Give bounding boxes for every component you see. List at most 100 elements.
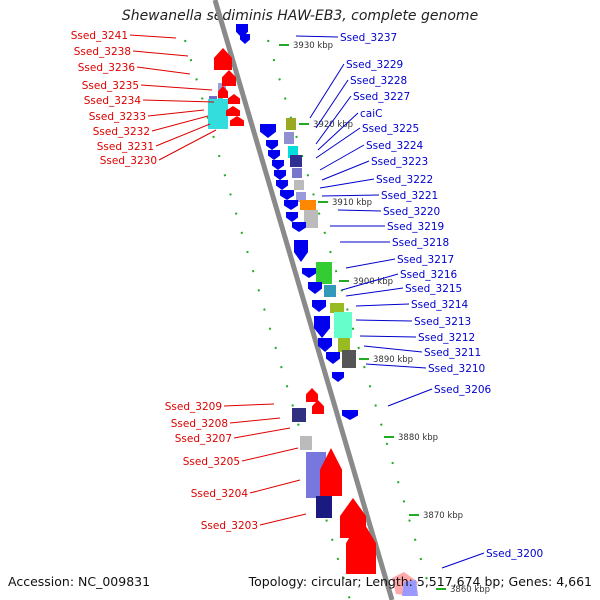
left-gene-label: Ssed_3204 (191, 488, 249, 500)
right-leader-line (317, 112, 359, 151)
blue-gene-arrow-2 (260, 124, 276, 138)
blue-gene-arrow-6 (274, 170, 286, 180)
right-gene-label: Ssed_3221 (381, 190, 438, 202)
red-gene-arrow-7 (312, 400, 324, 414)
scale-label: 3930 kbp (293, 41, 333, 51)
blue-gene-arrow-20 (342, 410, 358, 420)
blue-gene-arrow-4 (268, 150, 280, 160)
left-leader-line (142, 99, 215, 103)
left-gene-labels: Ssed_3241 Ssed_3238 Ssed_3236 Ssed_3235 Ssed… (71, 30, 307, 532)
left-gene-label: Ssed_3208 (171, 418, 228, 430)
scale-label: 3920 kbp (313, 120, 353, 130)
gene-block-15 (330, 303, 344, 313)
right-leader-line (315, 127, 361, 159)
left-gene-label: Ssed_3238 (74, 46, 131, 58)
right-leader-line (345, 258, 396, 269)
left-gene-label: Ssed_3209 (165, 401, 222, 413)
gene-block-5 (284, 132, 294, 144)
right-leader-line (355, 319, 413, 322)
right-gene-label: Ssed_3210 (428, 363, 485, 375)
right-gene-label: Ssed_3222 (376, 174, 433, 186)
gene-block-13 (316, 262, 332, 284)
red-gene-arrow-4 (226, 106, 240, 116)
gene-block-22 (316, 496, 332, 518)
blue-gene-arrow-19 (332, 372, 344, 382)
gene-block-4 (286, 118, 296, 130)
right-leader-line (355, 303, 410, 307)
gene-block-16 (334, 312, 352, 338)
right-leader-line (309, 63, 345, 119)
blue-gene-arrow-1 (240, 34, 250, 44)
right-leader-line (315, 79, 349, 129)
right-gene-label: Ssed_3216 (400, 269, 458, 281)
left-leader-line (140, 84, 213, 91)
right-gene-label: Ssed_3213 (414, 316, 471, 328)
right-gene-label: Ssed_3214 (411, 299, 469, 311)
right-gene-label: Ssed_3217 (397, 254, 454, 266)
right-gene-labels: Ssed_3237 Ssed_3229 Ssed_3228 Ssed_3227 caiC… (295, 32, 543, 569)
feature-blocks (208, 83, 356, 518)
left-leader-line (158, 129, 217, 161)
right-leader-line (321, 160, 370, 181)
left-leader-line (132, 50, 189, 57)
scale-label: 3910 kbp (332, 198, 372, 208)
gene-block-19 (292, 408, 306, 422)
gene-block-20 (300, 436, 312, 450)
right-gene-label: Ssed_3228 (350, 75, 407, 87)
red-gene-arrow-1 (222, 70, 236, 86)
right-gene-label: Ssed_3212 (418, 332, 475, 344)
map-title: Shewanella sediminis HAW-EB3, complete g… (121, 8, 479, 24)
blue-gene-arrow-14 (308, 282, 322, 294)
accession-text: Accession: NC_009831 (8, 574, 151, 589)
right-gene-label: Ssed_3211 (424, 347, 481, 359)
gene-block-6 (288, 146, 298, 158)
left-leader-line (259, 513, 307, 526)
right-leader-line (321, 194, 380, 197)
left-gene-label: Ssed_3231 (97, 141, 154, 153)
left-gene-label: Ssed_3207 (175, 433, 232, 445)
scale-label: 3900 kbp (353, 277, 393, 287)
right-gene-label: Ssed_3218 (392, 237, 449, 249)
right-leader-line (363, 345, 423, 353)
right-gene-label: Ssed_3200 (486, 548, 543, 560)
right-gene-label: Ssed_3237 (340, 32, 397, 44)
left-leader-line (233, 427, 291, 439)
right-leader-line (295, 35, 339, 38)
left-leader-line (136, 66, 191, 75)
right-gene-label: Ssed_3220 (383, 206, 440, 218)
red-gene-arrow-2 (218, 86, 228, 98)
gene-block-11 (300, 200, 316, 210)
gene-block-14 (324, 285, 336, 297)
left-gene-label: Ssed_3234 (84, 95, 142, 107)
left-leader-line (129, 34, 177, 39)
right-leader-line (319, 144, 365, 171)
right-leader-line (387, 388, 433, 407)
right-leader-line (319, 178, 375, 189)
blue-gene-arrow-16 (314, 316, 330, 338)
right-gene-label: Ssed_3223 (371, 156, 428, 168)
red-gene-arrow-10 (346, 518, 376, 574)
left-gene-label: Ssed_3241 (71, 30, 128, 42)
right-gene-label: Ssed_3229 (346, 59, 403, 71)
right-leader-line (359, 335, 417, 338)
red-gene-arrow-3 (228, 94, 240, 104)
right-leader-line (337, 209, 382, 212)
red-gene-arrow-5 (230, 116, 244, 126)
blue-gene-arrow-15 (312, 300, 326, 312)
blue-gene-arrow-8 (280, 190, 294, 200)
blue-gene-arrow-13 (302, 268, 316, 278)
left-leader-line (155, 123, 211, 147)
blue-gene-arrow-7 (276, 180, 288, 190)
left-gene-label: Ssed_3236 (78, 62, 136, 74)
left-leader-line (229, 417, 281, 424)
right-leader-line (341, 273, 399, 291)
blue-gene-arrow-5 (272, 160, 284, 170)
gene-block-7 (290, 155, 302, 167)
blue-gene-arrow-9 (284, 200, 298, 210)
right-gene-label: Ssed_3206 (434, 384, 492, 396)
left-leader-line (151, 115, 209, 132)
right-gene-label: Ssed_3227 (353, 91, 410, 103)
scale-label: 3870 kbp (423, 511, 463, 521)
left-gene-label: Ssed_3235 (82, 80, 139, 92)
